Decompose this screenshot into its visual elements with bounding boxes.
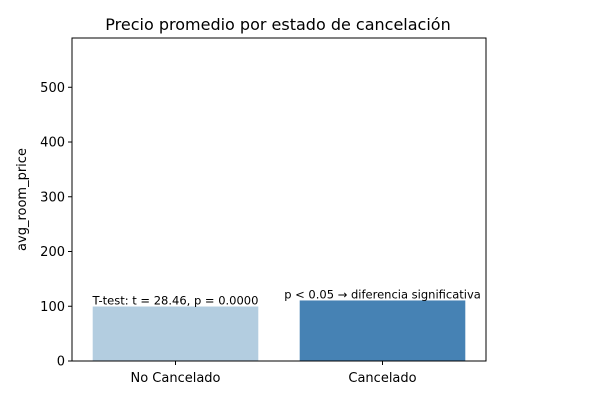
y-tick-label: 300	[40, 190, 65, 205]
plot-frame	[71, 37, 487, 362]
annotation-2: p < 0.05 → diferencia significativa	[284, 288, 481, 302]
x-tick-label: Cancelado	[348, 371, 416, 386]
bar-no-cancelado	[92, 306, 259, 361]
y-axis-label: avg_room_price	[15, 148, 30, 251]
annotation-1: T-test: t = 28.46, p = 0.0000	[92, 294, 259, 308]
x-tick-label: No Cancelado	[130, 371, 220, 386]
y-tick-label: 200	[40, 245, 65, 260]
y-tick-label: 400	[40, 136, 65, 151]
y-tick-label: 500	[40, 81, 65, 96]
y-tick-label: 100	[40, 300, 65, 315]
chart-title: Precio promedio por estado de cancelació…	[105, 15, 450, 34]
y-tick-label: 0	[57, 355, 65, 370]
bar-cancelado	[299, 300, 466, 361]
